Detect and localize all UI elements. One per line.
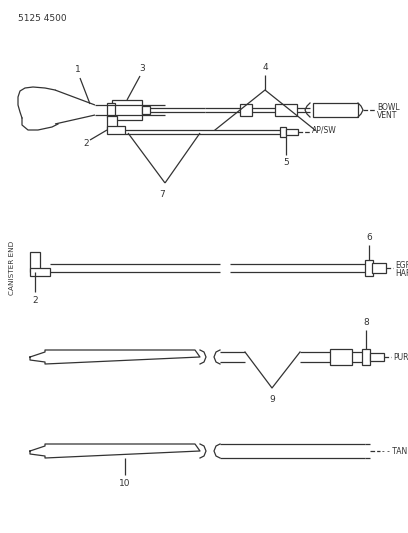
Bar xyxy=(142,106,150,114)
Bar xyxy=(107,126,125,134)
Text: 2: 2 xyxy=(32,296,38,305)
Text: 1: 1 xyxy=(75,65,81,74)
Text: 6: 6 xyxy=(366,233,372,242)
Text: AP/SW: AP/SW xyxy=(312,125,337,134)
Bar xyxy=(107,103,115,117)
Text: 2: 2 xyxy=(83,139,89,148)
Text: 4: 4 xyxy=(262,63,268,72)
Text: 7: 7 xyxy=(159,190,165,199)
Bar xyxy=(280,127,286,137)
Bar xyxy=(365,260,373,276)
Text: - - TANK VENT: - - TANK VENT xyxy=(382,447,408,456)
Bar xyxy=(30,268,50,276)
Text: 3: 3 xyxy=(139,64,145,73)
Text: 5125 4500: 5125 4500 xyxy=(18,14,67,23)
Text: CANISTER END: CANISTER END xyxy=(9,241,15,295)
Text: 9: 9 xyxy=(269,395,275,404)
Text: PURGE: PURGE xyxy=(393,352,408,361)
Bar xyxy=(112,100,142,120)
Bar xyxy=(372,263,386,273)
Bar xyxy=(370,353,384,361)
Bar xyxy=(362,349,370,365)
Bar xyxy=(313,103,358,117)
Text: EGR: EGR xyxy=(395,261,408,270)
Text: 10: 10 xyxy=(119,479,131,488)
Text: VENT: VENT xyxy=(377,110,397,119)
Bar xyxy=(275,104,297,116)
Text: 5: 5 xyxy=(283,158,289,167)
Bar xyxy=(240,104,252,116)
Text: HARNESS: HARNESS xyxy=(395,269,408,278)
Text: 8: 8 xyxy=(363,318,369,327)
Text: BOWL: BOWL xyxy=(377,102,399,111)
Bar xyxy=(107,116,117,130)
Bar xyxy=(30,252,40,272)
Bar xyxy=(330,349,352,365)
Bar xyxy=(286,129,298,135)
